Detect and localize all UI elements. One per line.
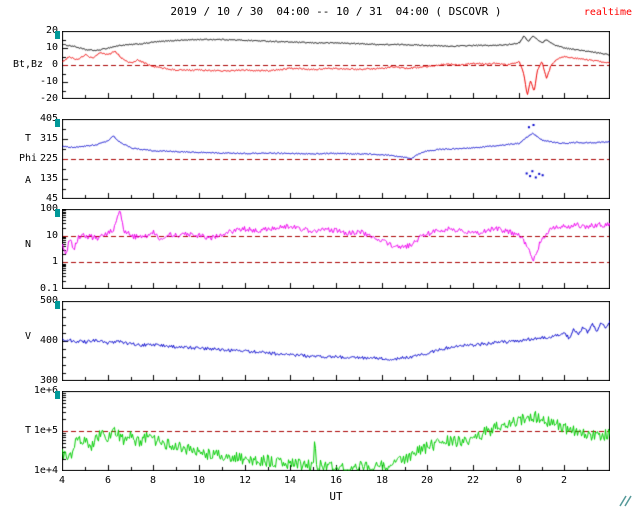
x-tick-label: 16 (329, 475, 343, 486)
panel-marker (55, 301, 60, 309)
panel-magnetic-field (62, 31, 610, 99)
x-tick-label: 22 (466, 475, 480, 486)
axis-label-phi: Phi (18, 153, 38, 164)
x-tick-label: 10 (192, 475, 206, 486)
x-tick-label: 8 (149, 475, 157, 486)
x-tick-label: 20 (420, 475, 434, 486)
y-tick-label: 0.1 (39, 283, 58, 294)
corner-hatch-icon (619, 495, 632, 507)
y-tick-label: 20 (45, 25, 58, 36)
x-tick-label: 6 (104, 475, 112, 486)
panel-velocity (62, 301, 610, 381)
panel-marker (55, 119, 60, 127)
y-tick-label: 10 (45, 230, 58, 241)
panel-marker (55, 31, 60, 39)
y-tick-label: 100 (39, 203, 58, 214)
axis-label-t: T (24, 425, 32, 436)
axis-label-btbz: Bt,Bz (12, 59, 44, 70)
axis-label-v: V (24, 331, 32, 342)
x-tick-label: 14 (283, 475, 297, 486)
panel-marker (55, 209, 60, 217)
y-tick-label: 500 (39, 295, 58, 306)
y-tick-label: 400 (39, 335, 58, 346)
y-tick-label: 1e+6 (33, 385, 58, 396)
panel-density (62, 209, 610, 289)
x-tick-label: 12 (238, 475, 252, 486)
panel-temperature (62, 391, 610, 471)
y-tick-label: 405 (39, 113, 58, 124)
y-tick-label: 1e+4 (33, 465, 58, 476)
axis-label-t: T (24, 133, 32, 144)
y-tick-label: 0 (51, 59, 58, 70)
x-tick-label: 4 (58, 475, 66, 486)
y-tick-label: 1e+5 (33, 425, 58, 436)
y-tick-label: 1 (51, 256, 58, 267)
y-tick-label: 45 (45, 193, 58, 204)
x-tick-label: 0 (515, 475, 523, 486)
x-tick-label: 18 (375, 475, 389, 486)
x-axis-title: UT (329, 490, 343, 503)
y-tick-label: -10 (39, 76, 58, 87)
y-tick-label: 135 (39, 173, 58, 184)
axis-label-a: A (24, 175, 32, 186)
y-tick-label: 10 (45, 42, 58, 53)
y-tick-label: -20 (39, 93, 58, 104)
realtime-label: realtime (583, 7, 632, 18)
x-tick-label: 2 (560, 475, 568, 486)
panel-marker (55, 391, 60, 399)
chart-title: 2019 / 10 / 30 04:00 -- 10 / 31 04:00 ( … (170, 5, 502, 18)
y-tick-label: 315 (39, 133, 58, 144)
axis-label-n: N (24, 239, 32, 250)
y-tick-label: 300 (39, 375, 58, 386)
y-tick-label: 225 (39, 153, 58, 164)
panel-phi-angle (62, 119, 610, 199)
